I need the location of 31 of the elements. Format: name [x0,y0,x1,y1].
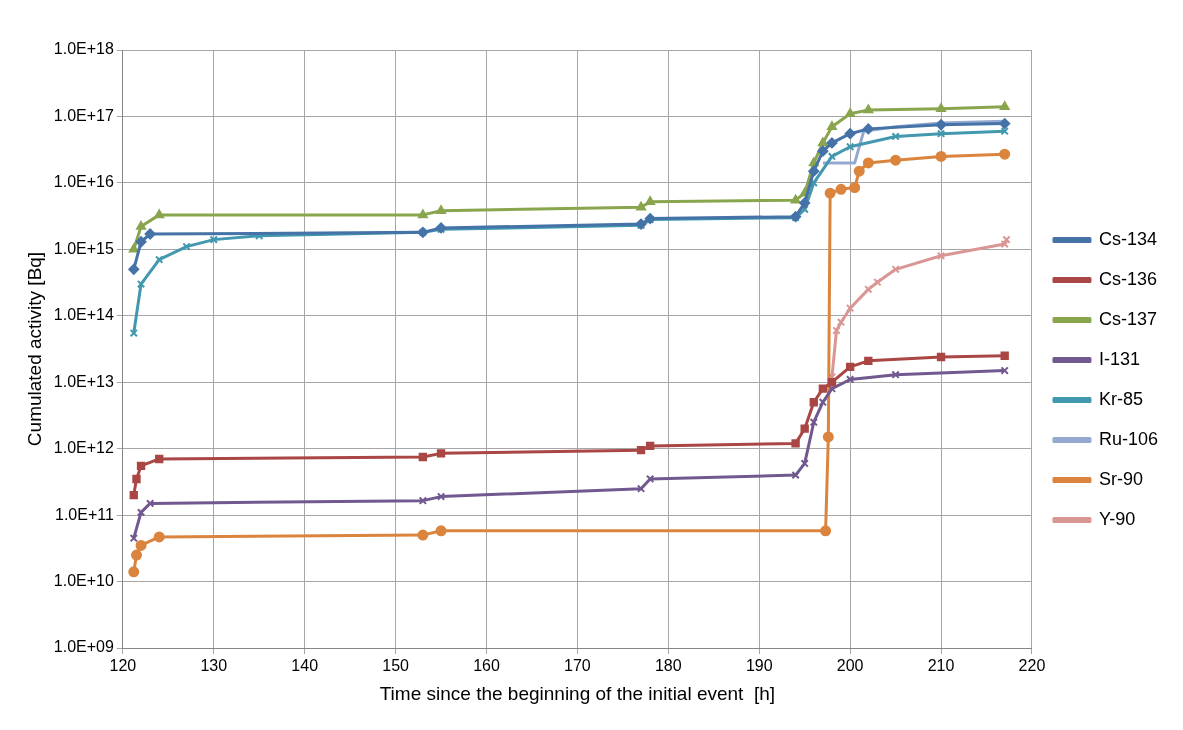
x-tick-label: 130 [200,657,228,675]
y-tick-label: 1.0E+18 [53,40,114,58]
y-tick-label: 1.0E+10 [53,571,114,589]
y-tick-label: 1.0E+15 [53,239,114,257]
x-tick-label: 140 [291,657,319,675]
legend-label: Y-90 [1098,508,1136,529]
x-tick-label: 210 [927,657,955,675]
y-axis-title: Cumulated activity [Bq] [23,251,45,447]
legend-label: Kr-85 [1098,388,1143,409]
x-tick-label: 120 [109,657,137,675]
legend-label: Cs-134 [1098,228,1157,249]
x-axis-title: Time since the beginning of the initial event [h] [379,682,776,704]
x-tick-label: 170 [564,657,591,675]
y-tick-label: 1.0E+11 [54,505,114,523]
y-tick-label: 1.0E+12 [53,439,114,457]
x-tick-label: 160 [473,657,500,675]
legend-label: Ru-106 [1098,428,1159,449]
x-tick-label: 180 [654,657,682,675]
y-tick-label: 1.0E+09 [53,638,114,656]
y-tick-label: 1.0E+16 [53,173,114,191]
x-tick-label: 190 [745,657,773,675]
legend-label: Sr-90 [1098,468,1143,489]
y-tick-label: 1.0E+13 [53,372,114,390]
legend-label: Cs-136 [1098,268,1157,289]
x-tick-label: 150 [382,657,410,675]
legend-label: Cs-137 [1098,308,1157,329]
y-tick-label: 1.0E+17 [53,106,114,124]
x-tick-label: 220 [1018,657,1046,675]
legend-label: I-131 [1098,348,1140,369]
x-tick-label: 200 [836,657,864,675]
y-tick-label: 1.0E+14 [53,306,114,324]
